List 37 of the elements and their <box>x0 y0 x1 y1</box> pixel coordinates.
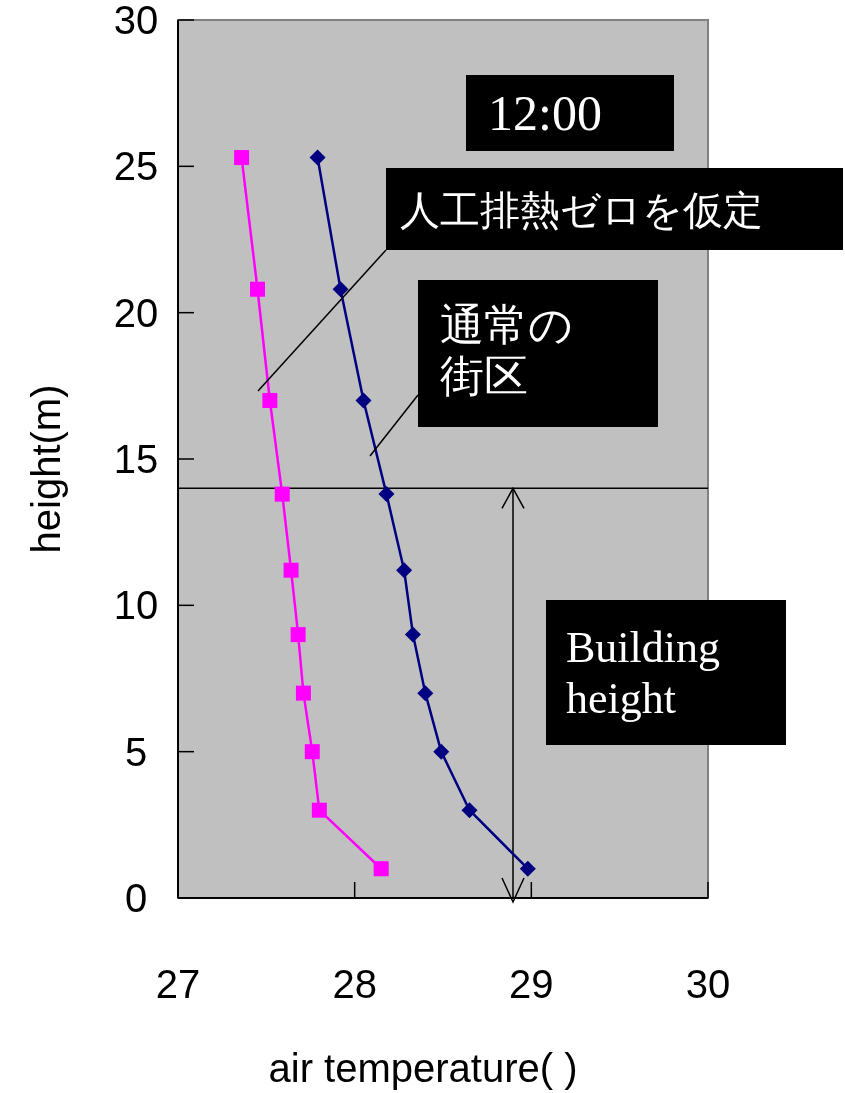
x-axis-title: air temperature( ) <box>268 1046 578 1090</box>
y-tick-label: 0 <box>124 876 148 920</box>
point <box>304 744 320 760</box>
point <box>355 392 372 409</box>
point <box>332 281 349 298</box>
point <box>309 149 326 166</box>
point <box>295 685 311 701</box>
point <box>234 150 250 166</box>
point <box>519 860 536 877</box>
point <box>262 392 278 408</box>
point <box>404 626 421 643</box>
point <box>396 562 413 579</box>
point <box>283 562 299 578</box>
point <box>373 861 389 877</box>
point <box>461 802 478 819</box>
annotation: 通常の街区 <box>440 299 573 401</box>
annotation: Building height <box>566 623 721 723</box>
point <box>378 486 395 503</box>
y-tick-label: 5 <box>124 729 148 774</box>
point <box>274 486 290 502</box>
point <box>290 627 306 643</box>
x-tick-label: 30 <box>685 962 731 1006</box>
annotation: 人工排熱ゼロを仮定 <box>400 187 763 233</box>
point <box>311 802 327 818</box>
annotation: 12:00 <box>488 85 602 141</box>
y-tick-label: 30 <box>113 0 159 42</box>
y-tick-label: 20 <box>113 290 159 335</box>
x-tick-label: 29 <box>509 962 554 1006</box>
point <box>417 685 434 702</box>
x-tick-label: 28 <box>332 962 377 1006</box>
y-axis-title: height(m) <box>24 384 68 554</box>
point <box>433 743 450 760</box>
point <box>250 281 265 297</box>
y-tick-label: 15 <box>113 437 159 481</box>
y-tick-label: 25 <box>113 144 159 189</box>
x-tick-label: 27 <box>155 962 201 1006</box>
y-tick-label: 10 <box>113 583 159 628</box>
